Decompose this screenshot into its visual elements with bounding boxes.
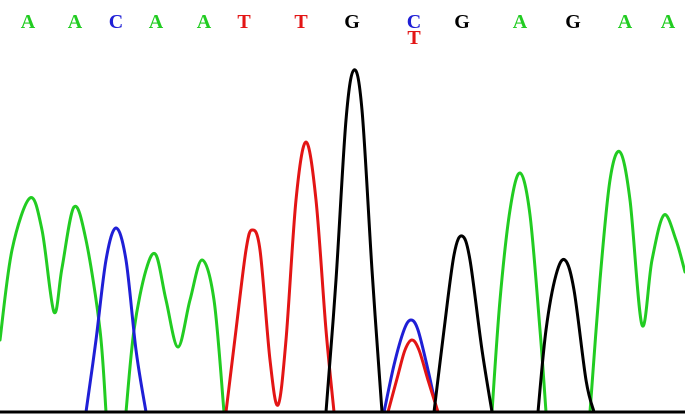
trace-curves: [0, 68, 685, 414]
trace-a-peak-3: [490, 171, 548, 414]
base-call-2: A: [68, 11, 83, 33]
base-call-11: A: [513, 11, 528, 33]
base-call-4: A: [149, 11, 164, 33]
trace-t-peak-8: [386, 338, 440, 414]
base-call-9: C: [407, 11, 421, 33]
trace-t-peak-7: [224, 140, 336, 414]
base-call-5: A: [197, 11, 212, 33]
base-call-6: T: [237, 11, 251, 33]
base-call-10: G: [454, 11, 470, 33]
trace-c-peak-5: [84, 226, 148, 414]
base-call-1: A: [21, 11, 36, 33]
trace-c-peak-6: [382, 318, 439, 414]
trace-g-peak-10: [432, 234, 494, 414]
base-call-3: C: [109, 11, 123, 33]
base-call-12: G: [565, 11, 581, 33]
base-call-labels: A A C A A T T G CTG A G A A: [21, 11, 676, 49]
base-call-8: G: [344, 11, 360, 33]
trace-a-peak-1: [0, 196, 108, 414]
base-call-13: A: [618, 11, 633, 33]
trace-a-peak-4: [588, 149, 685, 414]
base-call-7: T: [294, 11, 308, 33]
trace-g-peak-11: [536, 257, 596, 414]
trace-g-peak-9: [324, 68, 384, 414]
base-call-14: A: [661, 11, 676, 33]
base-call-9-secondary: T: [407, 27, 421, 49]
trace-a-peak-2: [124, 251, 226, 414]
